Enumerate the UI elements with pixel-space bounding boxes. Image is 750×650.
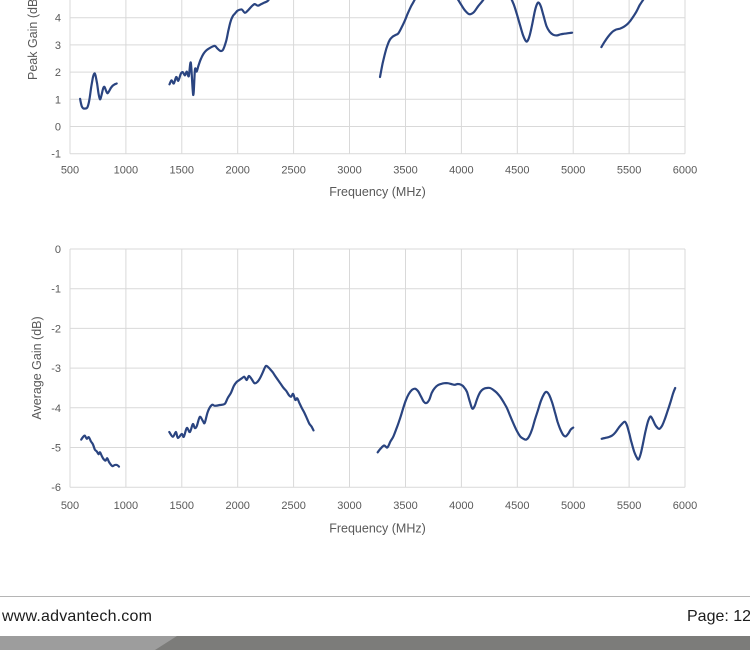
x-tick-label: 4000 xyxy=(449,165,473,177)
y-axis-title: Peak Gain (dB) xyxy=(26,0,40,80)
x-tick-label: 2500 xyxy=(281,165,305,177)
average-gain-line xyxy=(168,364,315,440)
footer-bar-light-segment xyxy=(0,636,177,650)
peak-gain-line xyxy=(378,0,574,79)
x-tick-label: 500 xyxy=(61,500,79,512)
y-tick-label: -1 xyxy=(51,149,61,161)
x-tick-label: 2000 xyxy=(225,165,249,177)
y-tick-label: 2 xyxy=(55,67,61,79)
y-tick-label: -4 xyxy=(51,403,61,415)
peak-gain-chart: 4 3 2 1 0 -1500 1000 1500 2000 2500 3000 3500 4000 45… xyxy=(26,0,697,199)
x-tick-label: 5500 xyxy=(617,165,641,177)
x-tick-label: 1500 xyxy=(170,500,194,512)
x-tick-label: 4500 xyxy=(505,500,529,512)
x-tick-label: 1000 xyxy=(114,165,138,177)
x-tick-label: 3500 xyxy=(393,500,417,512)
y-tick-label: 3 xyxy=(55,40,61,52)
x-tick-label: 2000 xyxy=(225,500,249,512)
x-axis-title: Frequency (MHz) xyxy=(329,185,426,199)
peak-gain-line xyxy=(79,72,118,110)
x-axis-title: Frequency (MHz) xyxy=(329,522,426,536)
y-tick-label: 4 xyxy=(55,13,61,25)
x-tick-label: 6000 xyxy=(673,165,697,177)
footer-website-link[interactable]: www.advantech.com xyxy=(2,608,153,625)
y-tick-label: 0 xyxy=(55,122,61,134)
peak-gain-line xyxy=(600,0,645,49)
y-tick-label: -1 xyxy=(51,284,61,296)
x-tick-label: 4000 xyxy=(449,500,473,512)
footer-page-number: Page: 12 xyxy=(687,608,750,625)
y-tick-label: 1 xyxy=(55,94,61,106)
x-tick-label: 2500 xyxy=(281,500,305,512)
x-tick-label: 6000 xyxy=(673,500,697,512)
x-tick-label: 5500 xyxy=(617,500,641,512)
average-gain-line xyxy=(376,382,575,454)
y-tick-label: -5 xyxy=(51,443,61,455)
x-tick-label: 4500 xyxy=(505,165,529,177)
x-tick-label: 1000 xyxy=(114,500,138,512)
x-tick-label: 3500 xyxy=(393,165,417,177)
x-tick-label: 5000 xyxy=(561,500,585,512)
x-tick-label: 1500 xyxy=(170,165,194,177)
average-gain-line xyxy=(600,386,677,461)
y-tick-label: 0 xyxy=(55,244,61,256)
peak-gain-line xyxy=(168,0,270,97)
average-gain-line xyxy=(80,434,121,468)
x-tick-label: 3000 xyxy=(337,500,361,512)
footer-divider xyxy=(0,596,750,597)
footer-brand-bar xyxy=(0,636,750,650)
y-tick-label: -2 xyxy=(51,323,61,335)
x-tick-label: 5000 xyxy=(561,165,585,177)
x-tick-label: 3000 xyxy=(337,165,361,177)
y-axis-title: Average Gain (dB) xyxy=(30,316,44,419)
x-tick-label: 500 xyxy=(61,165,79,177)
y-tick-label: -3 xyxy=(51,363,61,375)
y-tick-label: -6 xyxy=(51,482,61,494)
footer-bar-dark-segment xyxy=(0,636,750,650)
